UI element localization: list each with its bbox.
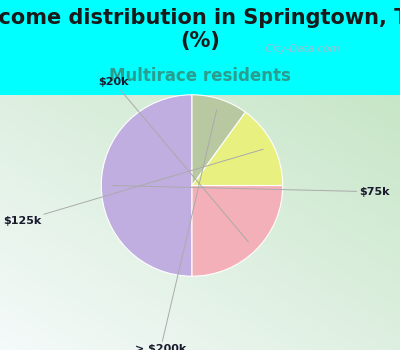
Wedge shape: [101, 95, 192, 276]
Wedge shape: [192, 95, 245, 186]
Text: > $200k: > $200k: [135, 110, 217, 350]
Wedge shape: [192, 186, 283, 276]
Text: $125k: $125k: [3, 149, 263, 226]
Text: Income distribution in Springtown, TX
(%): Income distribution in Springtown, TX (%…: [0, 8, 400, 51]
Text: City-Data.com: City-Data.com: [260, 44, 340, 54]
Text: $20k: $20k: [99, 77, 248, 242]
Text: $75k: $75k: [112, 186, 390, 197]
Text: Multirace residents: Multirace residents: [109, 67, 291, 85]
Wedge shape: [192, 112, 283, 186]
